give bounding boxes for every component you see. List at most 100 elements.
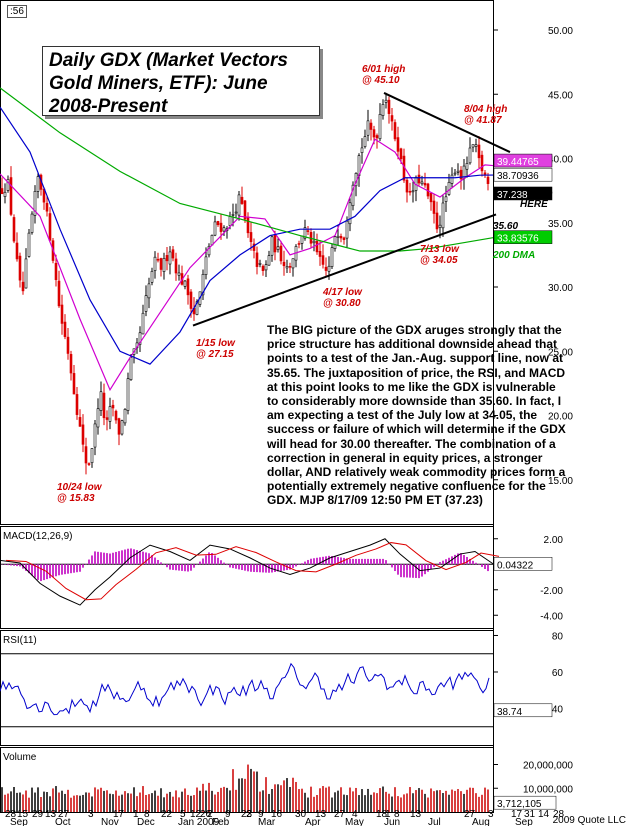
chart-title: Daily GDX (Market Vectors Gold Miners, E… [49, 50, 288, 117]
price-bar-body [273, 234, 277, 253]
price-bar-body [465, 163, 469, 170]
rsi-line [0, 662, 490, 716]
price-bar-body [405, 179, 409, 193]
price-bar-body [33, 191, 37, 216]
price-bar-body [279, 245, 283, 262]
price-bar-body [372, 129, 376, 138]
price-bar-body [267, 255, 271, 266]
volume-last-box [493, 795, 557, 810]
price-bar-body [177, 272, 181, 276]
price-axis-label: 50.00 [548, 26, 573, 37]
price-bar-body [63, 321, 67, 337]
price-bar-body [204, 256, 208, 275]
price-bar-body [327, 265, 331, 272]
support-trendline [192, 213, 497, 327]
price-bar-body [207, 245, 211, 256]
macd-line [0, 538, 494, 606]
price-bar-body [291, 258, 295, 269]
price-bar-body [351, 184, 355, 207]
volume-last-value: 3,712,105 [497, 799, 542, 810]
price-bar-body [429, 192, 433, 203]
x-axis-day-label: 16 [271, 809, 283, 820]
price-bar-body [480, 154, 484, 172]
x-axis-day-label: 17 [113, 809, 125, 820]
price-bar-body [78, 417, 82, 427]
price-bar-body [219, 222, 223, 232]
price-bar-body [264, 264, 268, 271]
price-bar-body [453, 172, 457, 175]
price-bar-body [156, 258, 160, 261]
price-bar-body [237, 194, 241, 216]
price-bar-body [474, 144, 478, 147]
x-axis-day-label: 28 [5, 809, 17, 820]
price-bar-body [384, 99, 388, 103]
price-axis-label: 35.00 [548, 219, 573, 230]
x-axis-day-label: 27 [464, 809, 476, 820]
x-axis-month-label: Sep [10, 817, 28, 826]
analyst-commentary: The BIG picture of the GDX aruges strong… [267, 323, 566, 508]
annotation-value: @ 30.80 [323, 298, 361, 309]
macd-histogram-group [1, 548, 489, 582]
x-axis-month-label: Aug [472, 817, 490, 826]
last-value-box [493, 167, 553, 182]
x-axis-day-label: 12 [190, 809, 202, 820]
last-value-text: 37.238 [497, 190, 528, 201]
x-axis-day-label: 13 [45, 809, 57, 820]
x-axis-day-label: 28 [553, 809, 565, 820]
x-axis-day-label: 22 [161, 809, 173, 820]
x-axis-day-label: 27 [334, 809, 346, 820]
price-bar-body [282, 261, 286, 267]
price-bar-body [18, 255, 22, 281]
price-bar-body [345, 220, 349, 239]
price-bar-body [432, 200, 436, 214]
price-bar-body [96, 408, 100, 428]
x-axis-day-label: 9 [258, 809, 264, 820]
annotation-value: @ 15.83 [57, 493, 95, 504]
volume-bars-group [1, 764, 489, 812]
price-bar-body [165, 255, 169, 262]
price-bar-body [21, 281, 25, 292]
price-bar-body [72, 373, 76, 395]
price-bar-body [321, 255, 325, 265]
price-bar-body [201, 273, 205, 296]
price-bar-body [303, 227, 307, 239]
price-bar-body [411, 190, 415, 193]
annotation-value: @ 45.10 [362, 75, 400, 86]
price-bar-body [396, 137, 400, 152]
price-axis-label: 40.00 [548, 155, 573, 166]
price-bar-body [9, 177, 13, 215]
price-bar-body [48, 213, 52, 241]
price-bar-body [102, 392, 106, 419]
macd-axis-label: -4.00 [540, 611, 563, 622]
price-bar-body [57, 280, 61, 307]
price-bar-body [393, 122, 397, 140]
macd-axis-label: 2.00 [544, 535, 564, 546]
price-bar-body [195, 301, 199, 315]
volume-title: Volume [3, 752, 37, 763]
price-bar-body [222, 227, 226, 232]
price-bar-body [90, 448, 94, 464]
price-bar-body [69, 354, 73, 374]
price-bar-body [420, 181, 424, 185]
price-bar-body [399, 148, 403, 160]
price-bar-body [30, 213, 34, 233]
price-bar-body [387, 99, 391, 114]
price-axis-label: 15.00 [548, 476, 573, 487]
annotation-value: @ 41.87 [464, 115, 502, 126]
rsi-axis-label: 80 [552, 631, 564, 642]
price-bar-body [24, 258, 28, 289]
price-bar-body [381, 104, 385, 116]
price-bar-body [144, 295, 148, 312]
last-value-box [493, 230, 553, 244]
annotation-label: 1/15 low [196, 338, 236, 349]
volume-axis-label: 10,000,000 [523, 784, 573, 795]
x-axis-day-label: 13 [410, 809, 422, 820]
price-bar-body [111, 404, 115, 409]
price-bar-body [375, 135, 379, 139]
x-axis-day-label: 8 [144, 809, 150, 820]
price-bar-body [246, 216, 250, 234]
price-bar-body [288, 266, 292, 268]
price-bar-body [312, 240, 316, 244]
price-bar-body [252, 243, 256, 251]
